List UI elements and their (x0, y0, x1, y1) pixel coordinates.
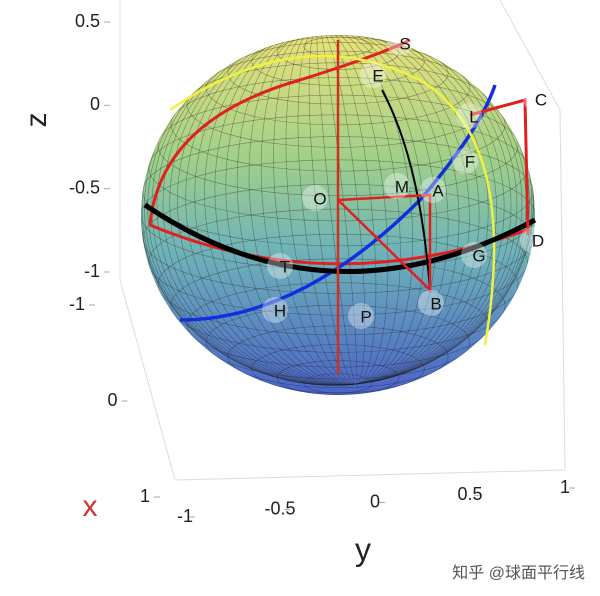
meridian-line (225, 35, 449, 385)
meridian-line (297, 35, 377, 385)
z-axis-label: z (20, 113, 53, 128)
meridian-line (144, 35, 530, 386)
y-tick-label: 0.5 (457, 484, 482, 504)
point-glow (461, 242, 487, 268)
meridian-line (185, 35, 489, 386)
point-label: D (532, 231, 544, 250)
meridian-line (204, 35, 470, 385)
x-tick-label: -1 (69, 294, 85, 314)
meridian-line (260, 35, 414, 385)
point-label: T (280, 257, 290, 276)
point-label: S (399, 34, 410, 53)
point-label: O (313, 189, 326, 208)
meridian-line (308, 35, 366, 385)
box-grid (119, 0, 566, 481)
point-glow (384, 173, 410, 199)
point-glow (302, 185, 328, 211)
point-label: H (274, 301, 286, 320)
point-glow (360, 62, 386, 88)
point-glow (348, 303, 374, 329)
point-glow (418, 290, 444, 316)
meridian-line (151, 35, 523, 386)
point-glow (452, 148, 478, 174)
meridian-line (194, 35, 480, 385)
meridian-line (177, 35, 497, 386)
point-glow (267, 253, 293, 279)
point-glow (523, 86, 549, 112)
meridian-line (285, 35, 389, 385)
point-label: C (535, 90, 547, 109)
z-tick-label: 0 (90, 94, 100, 114)
meridian-line (214, 35, 460, 385)
meridian-line (273, 35, 401, 385)
y-axis-label: y (355, 531, 371, 567)
z-tick-label: -1 (84, 261, 100, 281)
meridian-line (141, 35, 533, 386)
point-label: P (360, 307, 371, 326)
z-tick-label: 0.5 (75, 11, 100, 31)
point-glow (456, 103, 482, 129)
x-axis-label: x (83, 490, 98, 523)
point-label: E (372, 66, 383, 85)
y-tick-label: -0.5 (264, 499, 295, 519)
y-tick-label: 1 (560, 477, 570, 497)
point-label: L (469, 107, 478, 126)
y-tick-label: -1 (177, 506, 193, 526)
z-tick-label: -0.5 (69, 177, 100, 197)
point-label: G (472, 246, 485, 265)
point-glow (420, 177, 446, 203)
point-label: B (430, 294, 441, 313)
x-tick-label: 0 (107, 390, 117, 410)
meridian-line (156, 35, 518, 386)
point-glow (387, 30, 413, 56)
watermark: 知乎 @球面平行线 (452, 564, 585, 582)
point-label: M (395, 177, 409, 196)
y-tick-label: 0 (370, 491, 380, 511)
meridian-line (236, 35, 438, 385)
point-glow (262, 297, 288, 323)
point-glow (520, 227, 546, 253)
point-label: F (465, 152, 475, 171)
great-circles (143, 38, 537, 375)
x-tick-label: 1 (140, 486, 150, 506)
point-label: A (432, 181, 444, 200)
meridian-line (162, 35, 512, 386)
